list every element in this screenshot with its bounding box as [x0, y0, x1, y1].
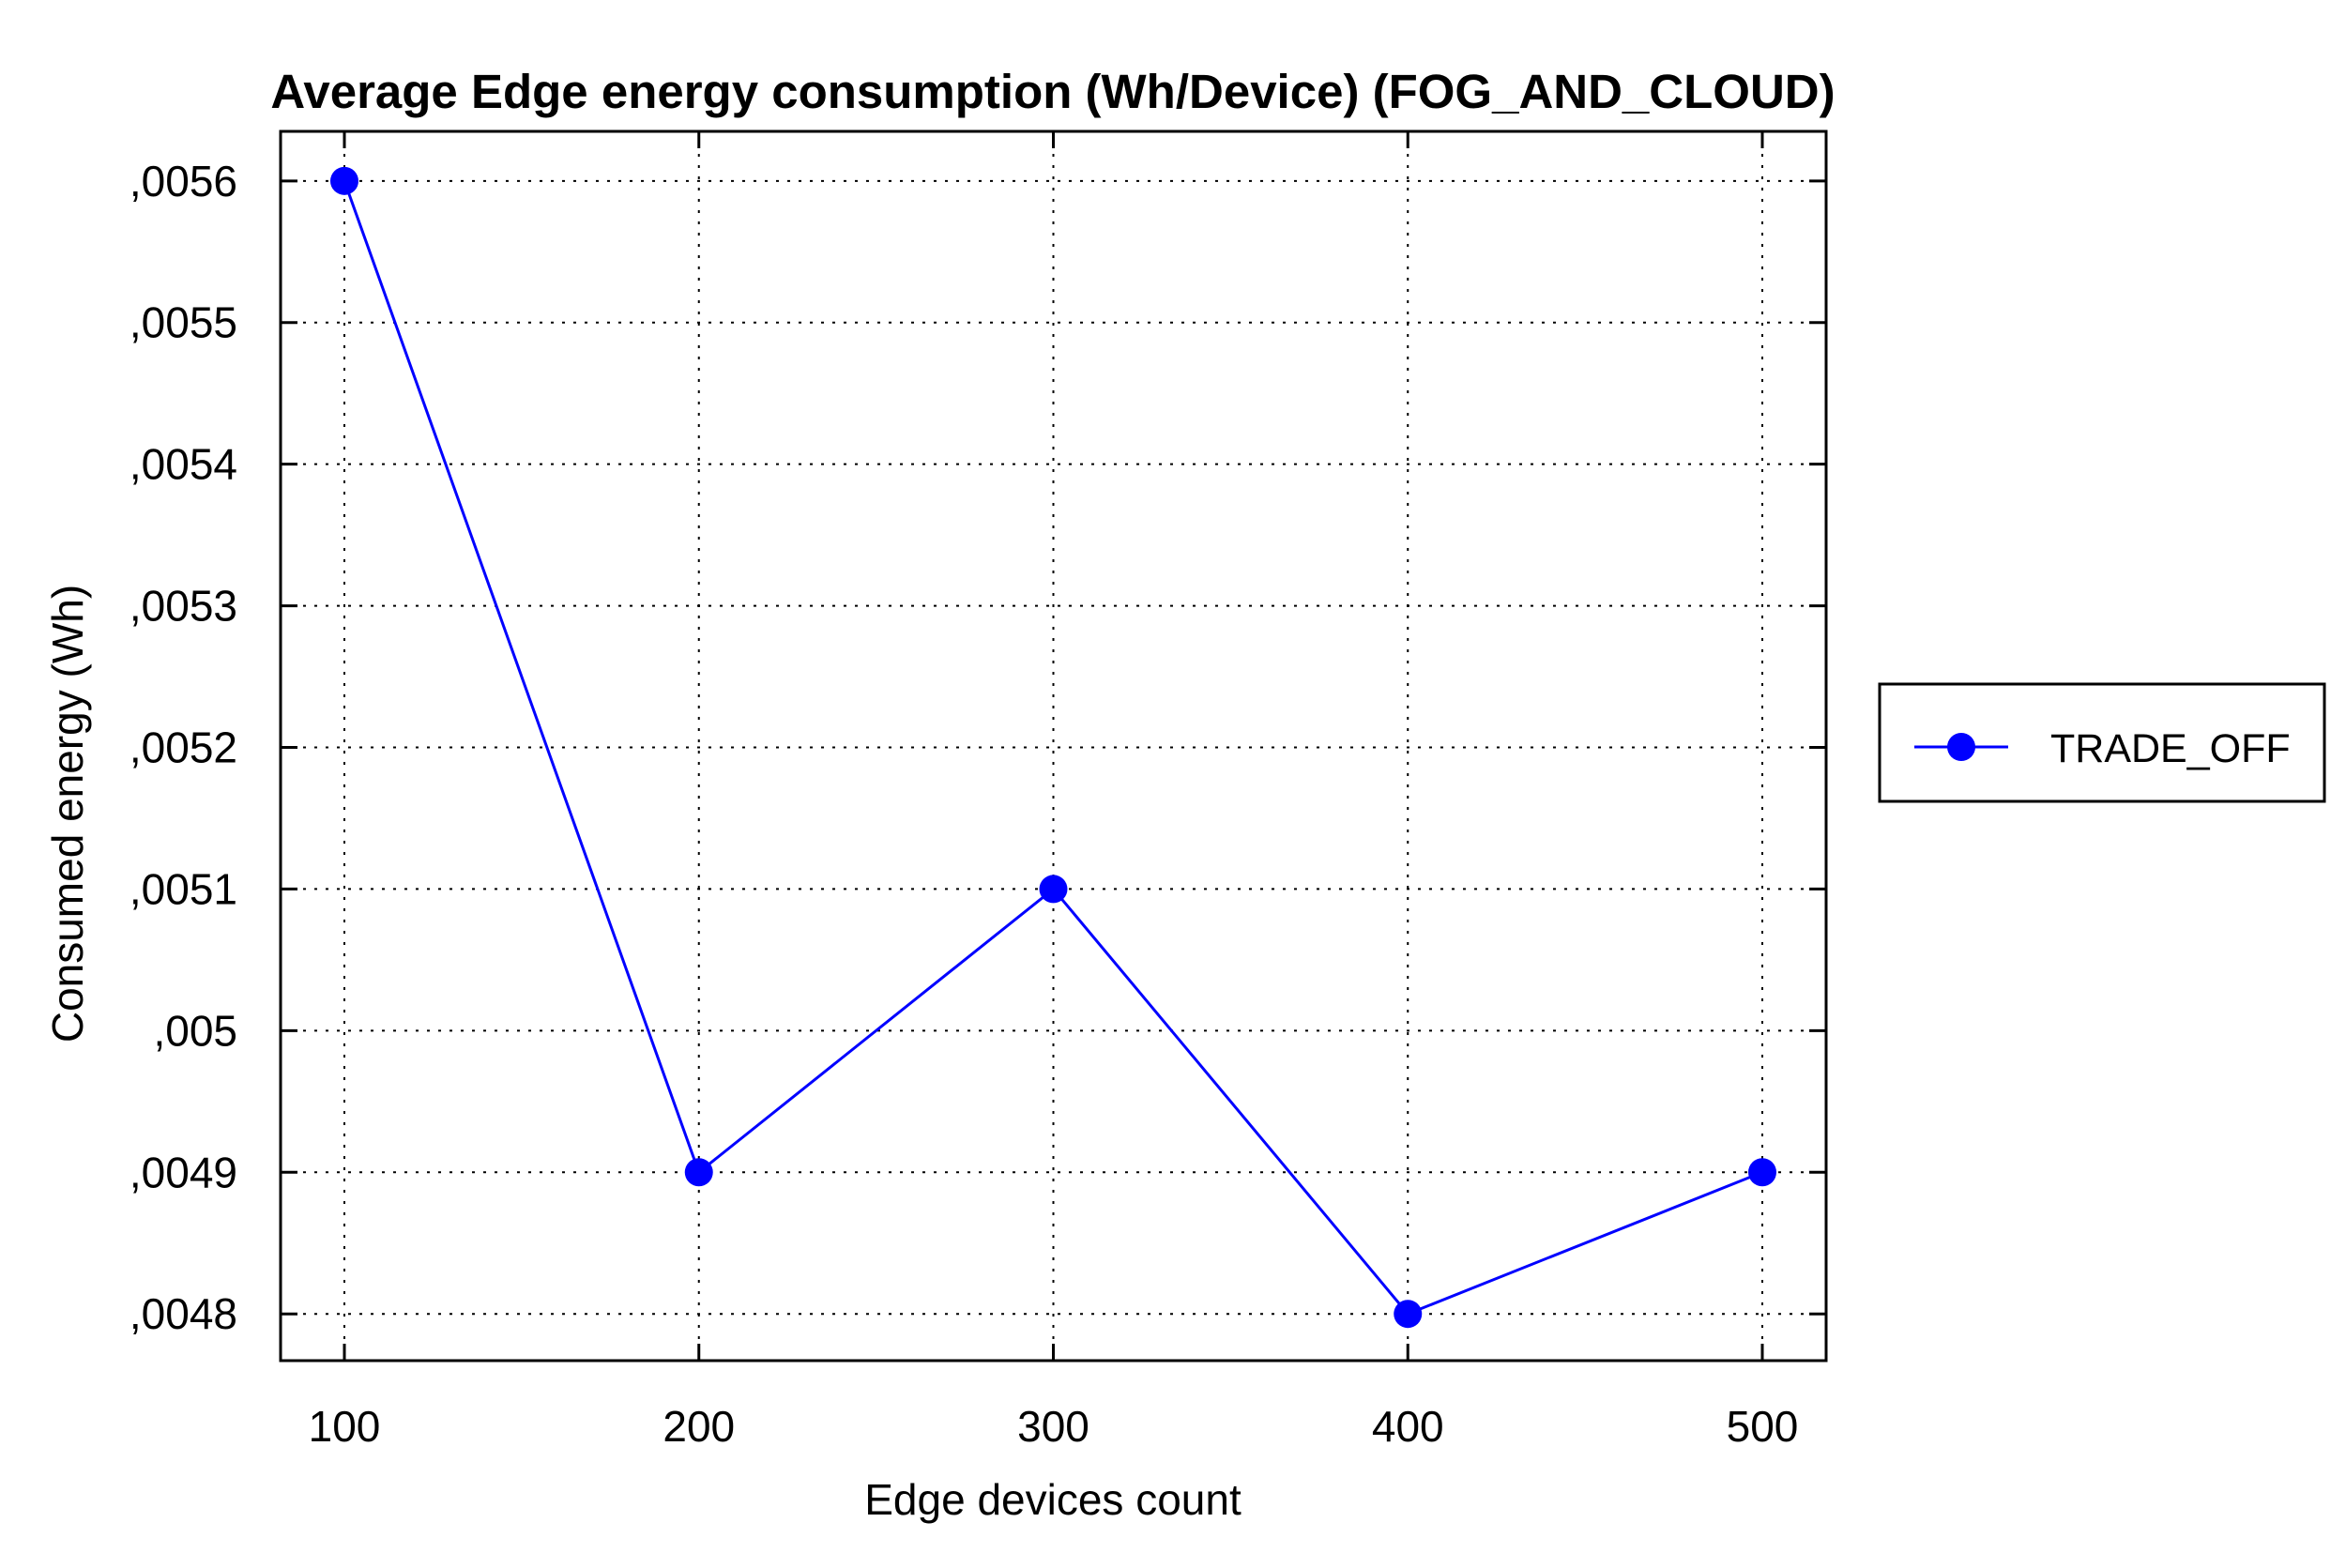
- x-axis-label: Edge devices count: [864, 1475, 1242, 1524]
- y-tick-label: ,0053: [129, 582, 237, 631]
- x-tick-label: 500: [1727, 1402, 1799, 1451]
- data-point: [1039, 875, 1068, 904]
- y-tick-label: ,0056: [129, 157, 237, 206]
- x-tick-label: 400: [1372, 1402, 1444, 1451]
- y-axis-label: Consumed energy (Wh): [43, 585, 92, 1043]
- data-point: [1394, 1300, 1423, 1329]
- y-tick-label: ,0052: [129, 723, 237, 772]
- grid: [281, 131, 1826, 1361]
- data-point: [684, 1158, 713, 1187]
- x-tick-label: 200: [663, 1402, 735, 1451]
- chart-title: Average Edge energy consumption (Wh/Devi…: [270, 65, 1835, 118]
- legend: TRADE_OFF: [1878, 682, 2326, 803]
- y-tick-label: ,0051: [129, 864, 237, 913]
- data-point: [1748, 1158, 1777, 1187]
- legend-label: TRADE_OFF: [2050, 726, 2291, 771]
- axes: 100 200 300 400 500 ,0048 ,0049 ,005 ,0051 ,0052,…: [129, 129, 1828, 1451]
- x-tick-label: 100: [309, 1402, 381, 1451]
- y-tick-label: ,005: [153, 1006, 237, 1055]
- data-point: [329, 166, 358, 195]
- legend-marker-icon: [1947, 733, 1975, 761]
- y-tick-label: ,0055: [129, 298, 237, 347]
- series-layer: [329, 166, 1777, 1329]
- y-tick-label: ,0054: [129, 440, 237, 489]
- x-tick-label: 300: [1017, 1402, 1089, 1451]
- y-tick-label: ,0048: [129, 1289, 237, 1338]
- y-tick-label: ,0049: [129, 1148, 237, 1196]
